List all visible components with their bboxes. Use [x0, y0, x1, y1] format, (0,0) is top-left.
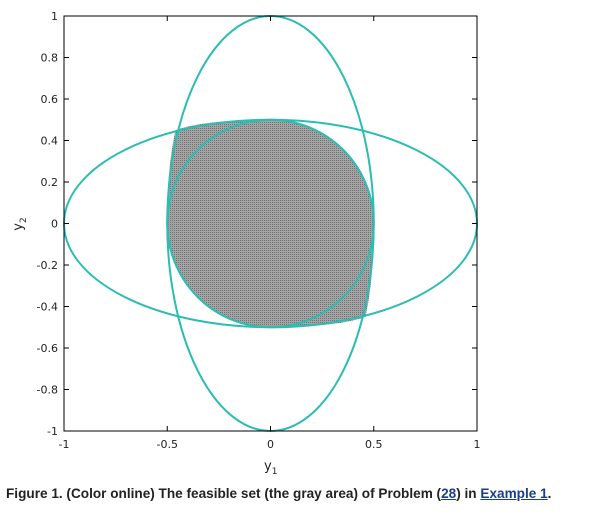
y-tick-label: 1 — [51, 10, 58, 23]
caption-middle: ) in — [456, 486, 481, 501]
caption-suffix: . — [547, 486, 552, 501]
y-tick-label: 0.6 — [41, 93, 59, 106]
x-axis-label-subscript: 1 — [272, 467, 278, 477]
y-tick-label: 0.8 — [41, 52, 59, 65]
example-reference-link[interactable]: Example 1 — [480, 486, 548, 501]
y-tick-label: -1 — [47, 425, 58, 438]
y-tick-label: -0.6 — [37, 342, 58, 355]
feasible-region — [167, 119, 374, 328]
plot-area — [63, 15, 478, 432]
figure-caption: Figure 1. (Color online) The feasible se… — [6, 486, 586, 501]
y-tick-label: -0.4 — [37, 301, 58, 314]
y-tick-label: 0 — [51, 218, 58, 231]
x-tick-label: -1 — [59, 438, 70, 451]
figure-plot: -1 -0.5 0 0.5 1 -1 -0.8 -0.6 -0.4 -0.2 0 0.2 0.4 0.6 0… — [11, 10, 481, 477]
y-tick-label: -0.2 — [37, 259, 58, 272]
axis-ticks: -1 -0.5 0 0.5 1 -1 -0.8 -0.6 -0.4 -0.2 0 0.2 0.4 0.6 0… — [37, 10, 481, 451]
x-tick-label: 0.5 — [365, 438, 383, 451]
y-axis-label-main: y — [11, 223, 26, 231]
x-axis-label: y1 — [264, 459, 277, 477]
x-tick-label: 1 — [474, 438, 481, 451]
y-tick-label: 0.4 — [41, 135, 59, 148]
y-tick-label: 0.2 — [41, 176, 59, 189]
x-tick-label: 0 — [267, 438, 274, 451]
y-axis-label: y2 — [11, 217, 29, 230]
y-axis-label-subscript: 2 — [19, 217, 29, 223]
x-tick-label: -0.5 — [157, 438, 178, 451]
x-axis-label-main: y — [264, 459, 272, 474]
problem-reference-link[interactable]: 28 — [441, 486, 457, 501]
caption-prefix: Figure 1. (Color online) The feasible se… — [6, 486, 442, 501]
y-tick-label: -0.8 — [37, 384, 58, 397]
